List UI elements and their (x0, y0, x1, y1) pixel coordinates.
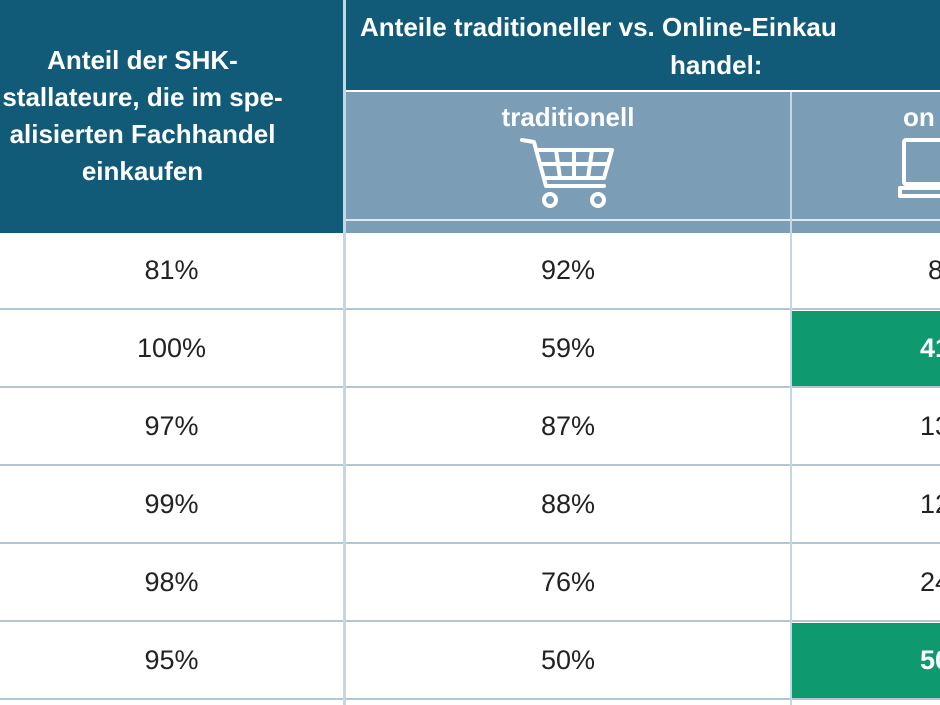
table-cell: 87% (346, 389, 790, 466)
table-cell: 88% (346, 467, 790, 544)
header-line: Anteil der SHK- (47, 45, 238, 75)
header-sub: traditionell (501, 102, 635, 132)
table-cell: 24 (792, 545, 940, 622)
table-cell: 98% (0, 545, 343, 622)
table-cell: 12 (792, 467, 940, 544)
cart-icon (520, 138, 614, 208)
header-line: stallateure, die im spe- (2, 82, 283, 112)
header-group-bg (345, 0, 940, 90)
table-cell: 97% (0, 389, 343, 466)
table-cell: 41 (792, 311, 940, 388)
header-left: Anteil der SHK- stallateure, die im spe-… (0, 42, 345, 190)
laptop-icon (898, 138, 940, 198)
column-divider (343, 0, 346, 705)
header-group: handel: (670, 50, 763, 80)
table-cell: 92% (346, 233, 790, 310)
header-group: Anteile traditioneller vs. Online-Einkau (360, 12, 837, 42)
table-cell: 95% (0, 623, 343, 700)
table-cell: 81% (0, 233, 343, 310)
table-cell: 59% (346, 311, 790, 388)
table-cell: 76% (346, 545, 790, 622)
header-line: alisierten Fachhandel (9, 119, 276, 149)
table-cell: 50 (792, 623, 940, 700)
table-cell: 8 (792, 233, 940, 310)
header-left-bg (0, 0, 343, 233)
table-cell: 100% (0, 311, 343, 388)
header-sub-bg (345, 92, 940, 233)
table-cell: 50% (346, 623, 790, 700)
header-sub-line (345, 219, 940, 221)
header-sub: on (903, 102, 935, 132)
table-cell: 13 (792, 389, 940, 466)
header-line: einkaufen (81, 156, 204, 186)
table-cell: 99% (0, 467, 343, 544)
column-divider (790, 92, 792, 705)
